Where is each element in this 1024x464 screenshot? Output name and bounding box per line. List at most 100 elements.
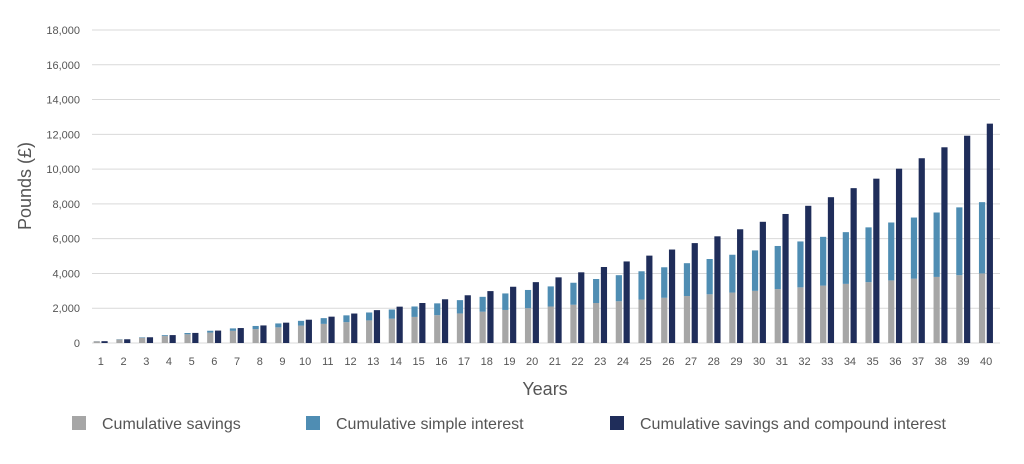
bar-savings-compound-interest bbox=[192, 333, 198, 343]
bar-savings-compound-interest bbox=[692, 243, 698, 343]
x-tick-label: 1 bbox=[98, 356, 104, 368]
x-tick-label: 4 bbox=[166, 356, 172, 368]
bar-savings-compound-interest bbox=[737, 229, 743, 343]
x-tick-label: 38 bbox=[935, 356, 947, 368]
bar-savings-compound-interest bbox=[487, 291, 493, 343]
bar-savings-compound-interest bbox=[555, 277, 561, 343]
bar-cumulative-savings bbox=[321, 324, 327, 343]
bar-cumulative-simple-interest bbox=[911, 218, 917, 279]
bar-cumulative-simple-interest bbox=[684, 263, 690, 296]
bar-cumulative-simple-interest bbox=[820, 237, 826, 286]
bar-savings-compound-interest bbox=[896, 169, 902, 343]
x-tick-label: 29 bbox=[730, 356, 742, 368]
x-tick-label: 10 bbox=[299, 356, 311, 368]
bar-cumulative-savings bbox=[888, 280, 894, 343]
bar-savings-compound-interest bbox=[624, 261, 630, 343]
bar-savings-compound-interest bbox=[941, 147, 947, 343]
bar-cumulative-savings bbox=[502, 310, 508, 343]
x-tick-label: 14 bbox=[390, 356, 402, 368]
bar-cumulative-savings bbox=[162, 336, 168, 343]
x-tick-label: 23 bbox=[594, 356, 606, 368]
x-tick-label: 22 bbox=[571, 356, 583, 368]
x-tick-label: 39 bbox=[957, 356, 969, 368]
x-tick-label: 21 bbox=[549, 356, 561, 368]
y-tick-label: 8,000 bbox=[52, 199, 80, 211]
legend-label: Cumulative simple interest bbox=[336, 416, 524, 433]
x-tick-label: 24 bbox=[617, 356, 629, 368]
bar-cumulative-simple-interest bbox=[298, 321, 304, 326]
bar-cumulative-savings bbox=[548, 306, 554, 343]
bar-cumulative-savings bbox=[616, 301, 622, 343]
legend-label: Cumulative savings bbox=[102, 416, 241, 433]
y-tick-label: 6,000 bbox=[52, 234, 80, 246]
legend-swatch bbox=[72, 416, 86, 430]
bar-cumulative-simple-interest bbox=[457, 300, 463, 313]
bar-cumulative-savings bbox=[411, 317, 417, 343]
x-tick-label: 33 bbox=[821, 356, 833, 368]
bar-cumulative-savings bbox=[434, 315, 440, 343]
bar-cumulative-simple-interest bbox=[480, 297, 486, 312]
y-tick-label: 0 bbox=[74, 338, 80, 350]
bar-cumulative-savings bbox=[979, 273, 985, 343]
y-tick-label: 14,000 bbox=[46, 95, 80, 107]
bar-cumulative-simple-interest bbox=[411, 306, 417, 316]
x-tick-label: 32 bbox=[798, 356, 810, 368]
x-tick-label: 17 bbox=[458, 356, 470, 368]
y-tick-label: 2,000 bbox=[52, 303, 80, 315]
bar-cumulative-simple-interest bbox=[321, 318, 327, 324]
x-tick-label: 2 bbox=[120, 356, 126, 368]
bar-savings-compound-interest bbox=[397, 307, 403, 343]
bar-cumulative-simple-interest bbox=[934, 212, 940, 276]
x-tick-label: 3 bbox=[143, 356, 149, 368]
x-tick-label: 19 bbox=[503, 356, 515, 368]
bar-savings-compound-interest bbox=[124, 339, 130, 343]
bar-cumulative-savings bbox=[116, 340, 122, 343]
bar-cumulative-simple-interest bbox=[230, 328, 236, 330]
bar-cumulative-savings bbox=[253, 329, 259, 343]
bar-savings-compound-interest bbox=[964, 136, 970, 343]
bar-cumulative-savings bbox=[934, 277, 940, 343]
bar-savings-compound-interest bbox=[828, 197, 834, 343]
bar-cumulative-simple-interest bbox=[502, 293, 508, 310]
bar-savings-compound-interest bbox=[306, 320, 312, 343]
bar-cumulative-simple-interest bbox=[707, 259, 713, 294]
bar-savings-compound-interest bbox=[419, 303, 425, 343]
bar-cumulative-simple-interest bbox=[888, 222, 894, 280]
bar-cumulative-savings bbox=[366, 320, 372, 343]
x-axis-title: Years bbox=[522, 379, 567, 399]
bar-savings-compound-interest bbox=[283, 323, 289, 343]
bar-cumulative-simple-interest bbox=[162, 335, 168, 336]
bar-savings-compound-interest bbox=[328, 317, 334, 343]
x-tick-label: 8 bbox=[257, 356, 263, 368]
bar-savings-compound-interest bbox=[533, 282, 539, 343]
x-tick-label: 18 bbox=[481, 356, 493, 368]
bar-savings-compound-interest bbox=[351, 314, 357, 343]
y-tick-label: 18,000 bbox=[46, 25, 80, 37]
y-tick-labels: 02,0004,0006,0008,00010,00012,00014,0001… bbox=[46, 25, 80, 350]
bar-savings-compound-interest bbox=[851, 188, 857, 343]
bar-cumulative-simple-interest bbox=[139, 337, 145, 338]
x-tick-label: 15 bbox=[413, 356, 425, 368]
bar-cumulative-savings bbox=[343, 322, 349, 343]
y-tick-label: 4,000 bbox=[52, 268, 80, 280]
x-tick-label: 31 bbox=[776, 356, 788, 368]
bar-cumulative-simple-interest bbox=[729, 255, 735, 293]
bar-savings-compound-interest bbox=[919, 158, 925, 343]
bar-cumulative-simple-interest bbox=[979, 202, 985, 273]
bar-cumulative-simple-interest bbox=[343, 315, 349, 322]
legend-label: Cumulative savings and compound interest bbox=[640, 416, 947, 433]
bar-cumulative-simple-interest bbox=[570, 283, 576, 305]
bar-savings-compound-interest bbox=[215, 331, 221, 343]
bar-cumulative-simple-interest bbox=[752, 250, 758, 290]
bar-savings-compound-interest bbox=[987, 124, 993, 343]
bar-savings-compound-interest bbox=[101, 341, 107, 343]
bar-cumulative-savings bbox=[570, 305, 576, 343]
x-tick-label: 16 bbox=[435, 356, 447, 368]
bar-savings-compound-interest bbox=[442, 299, 448, 343]
bar-cumulative-simple-interest bbox=[775, 246, 781, 289]
bar-cumulative-savings bbox=[230, 331, 236, 343]
bar-cumulative-savings bbox=[956, 275, 962, 343]
bar-savings-compound-interest bbox=[578, 272, 584, 343]
